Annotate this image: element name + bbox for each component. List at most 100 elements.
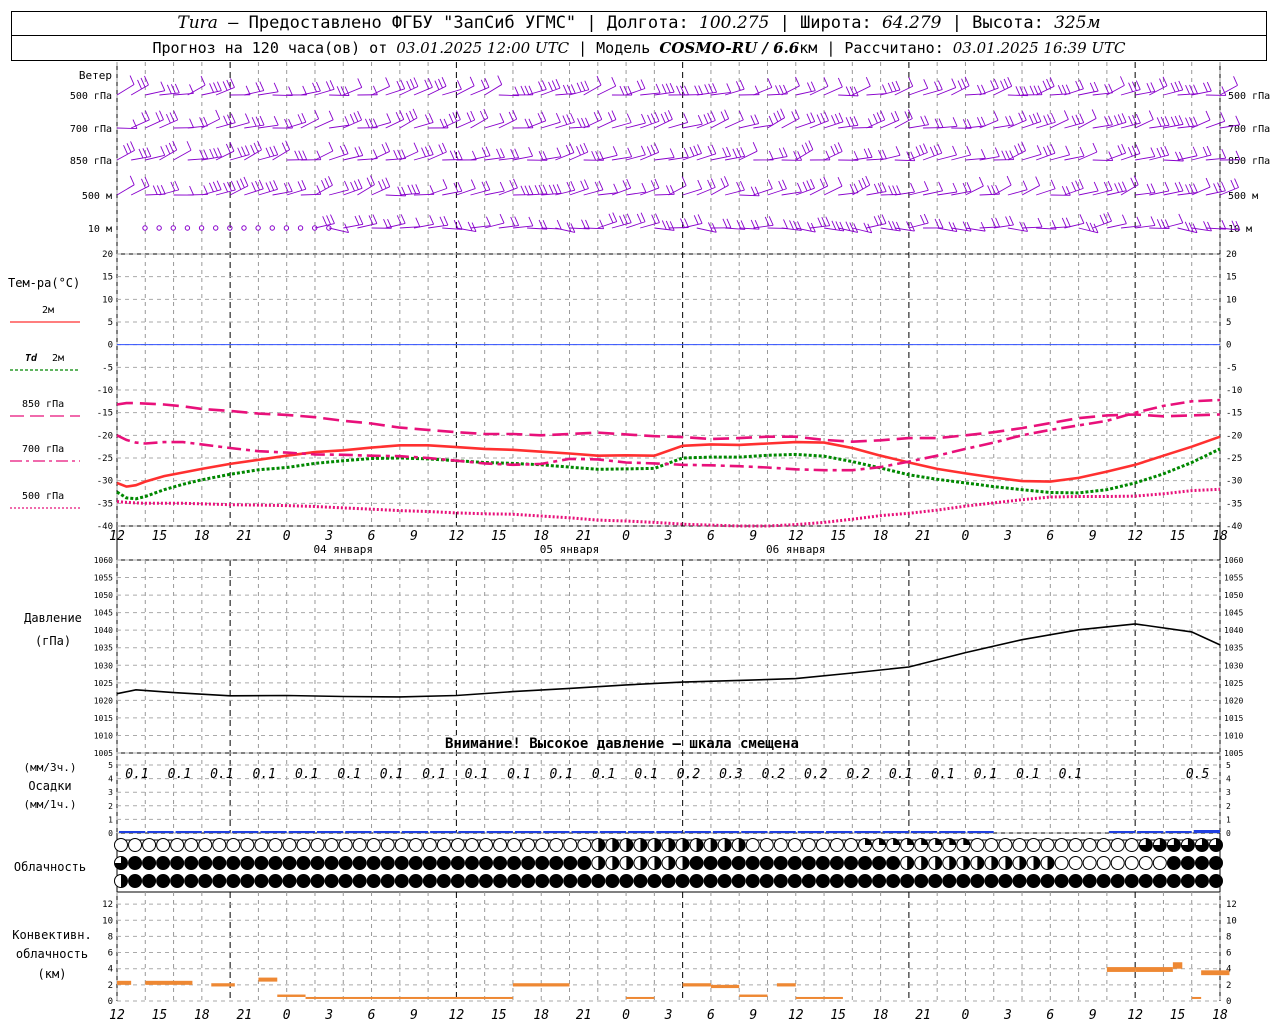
date-label: 04 января [313,543,373,556]
wind-barb-flag [499,213,505,224]
conv-bar [117,980,132,985]
precip-bar [967,831,994,833]
wind-barb-shaft [767,117,785,129]
cloud-symbol [1040,874,1055,888]
wind-barb-flag [152,185,158,195]
wind-barb-shaft [640,120,660,129]
time-tick-label: 9 [749,529,757,544]
cloud-symbol [226,856,241,870]
time-tick-label: 12 [1127,529,1143,544]
wind-barb-flag [1075,80,1081,91]
cloud-symbol [310,838,325,852]
cloud-fill [991,856,998,870]
wind-barb-flag [891,81,897,92]
wind-barb-flag [585,219,590,230]
wind-barb-flag [805,142,810,152]
wind-barb-flag [767,179,773,189]
wind-barb-flag [853,86,859,97]
cloud-fill [654,838,661,852]
conv-title-2: облачность [16,947,88,961]
precip-amount-label: 0.1 [507,767,530,782]
wind-barb-shaft [1092,124,1113,129]
wind-barb-flag [961,78,966,88]
wind-barb-flag [552,184,558,194]
wind-barb-flag [1136,216,1142,226]
wind-barb-flag [510,148,516,159]
wind-barb-shaft [937,191,958,196]
wind-barb-flag [328,110,334,120]
wind-barb-shaft [725,227,746,230]
wind-barb-flag [780,108,786,118]
wind-barb-flag [845,221,851,231]
wind-calm-circle [213,225,219,231]
cloud-symbol [366,838,381,852]
time-tick-label-bottom: 12 [1127,1008,1143,1023]
wind-barb-flag [910,182,915,193]
precip-bar [684,831,711,833]
wind-barb-shaft [739,194,760,197]
wind-barb-flag [385,77,391,87]
wind-barb-flag [795,76,800,87]
wind-barb-flag [1079,146,1085,157]
cloud-symbol [114,838,128,852]
wind-barb-shaft [258,91,279,96]
wind-barb-flag [1113,115,1119,125]
cloud-symbol [128,874,143,888]
wind-barb-flag [797,151,803,161]
wind-barb-shaft [371,186,390,196]
wind-barb-flag [1178,181,1184,192]
wind-barb-shaft [823,185,843,196]
wind-barb-flag [783,219,788,229]
wind-barb-flag [962,182,968,193]
cloud-fill [696,838,704,852]
wind-barb-shaft [1036,188,1056,196]
wind-barb-flag [880,110,886,121]
wind-barb-flag [366,177,372,187]
conv-bar [211,983,235,987]
wind-barb-shaft [640,187,660,196]
wind-barb-flag [209,148,215,159]
wind-barb-shaft [569,227,590,230]
pres-tick-right: 1060 [1224,556,1243,565]
wind-barb-shaft [1163,222,1183,229]
wind-barb-flag [1049,77,1055,87]
wind-barb-flag [736,181,741,192]
wind-barb-flag [1221,148,1227,159]
wind-barb-flag [471,222,477,232]
cloud-symbol [184,874,199,888]
wind-barb-shaft [498,94,519,97]
wind-barb-flag [1148,110,1154,120]
cloud-fill [1209,838,1223,852]
wind-barb-flag [203,149,209,159]
wind-barb-flag [548,184,554,195]
wind-barb-flag [1235,220,1241,231]
wind-barb-shaft [244,188,264,196]
cloud-symbol [1209,856,1223,870]
wind-barb-flag [312,82,317,93]
wind-barb-flag [213,82,218,92]
temp-legend-label: 850 гПа [22,399,64,410]
wind-barb-shaft [1036,121,1056,129]
wind-barb-flag [934,218,940,229]
cloud-symbol [184,856,199,870]
wind-barb-flag [565,144,571,155]
time-tick-label: 18 [873,529,889,544]
wind-barb-flag [1057,85,1063,95]
wind-barb-flag [336,86,342,96]
wind-barb-shaft [569,151,589,161]
wind-barb-flag [752,142,758,152]
wind-barb-flag [654,112,660,122]
wind-barb-flag [1022,180,1028,190]
precip-bar [430,831,457,833]
wind-barb-flag [654,143,660,153]
wind-barb-flag [789,220,794,230]
wind-barb-flag [1043,146,1048,157]
wind-barb-flag [595,151,601,161]
wind-barb-shaft [527,193,548,196]
model-name: COSMO-RU / 6.6 [659,39,800,57]
conv-title-1: Конвективн. [12,928,91,942]
cloud-symbol [956,874,971,888]
wind-barb-shaft [1219,84,1238,96]
wind-barb-shaft [866,93,887,96]
